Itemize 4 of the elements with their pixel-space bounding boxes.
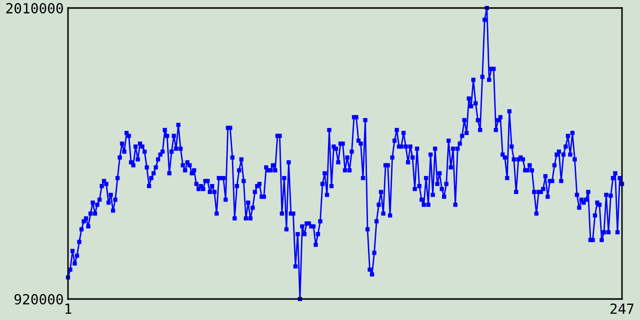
x-tick-label: 247 xyxy=(610,303,634,314)
y-tick-label: 920000 xyxy=(14,294,63,305)
y-tick-label: 2010000 xyxy=(6,3,63,14)
x-tick-label: 1 xyxy=(65,304,72,314)
